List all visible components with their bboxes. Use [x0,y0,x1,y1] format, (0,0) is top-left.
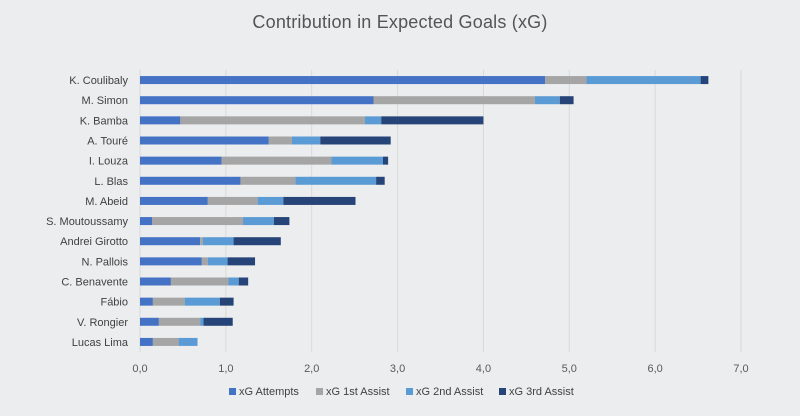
bar-segment [207,196,258,205]
y-category-label: C. Benavente [61,277,128,289]
bar-segment [207,257,228,266]
y-category-label: M. Simon [82,95,128,107]
legend-swatch [499,388,506,395]
bar-segment [140,136,269,145]
y-category-label: M. Abeid [85,196,128,208]
bar-segment [140,237,201,246]
bar-segment [219,297,234,306]
x-tick-label: 2,0 [304,363,319,375]
y-category-label: Fábio [100,297,128,309]
bar-segment [158,317,201,326]
x-tick-label: 6,0 [647,363,662,375]
legend-label: xG Attempts [239,386,299,398]
bar-segment [373,96,535,105]
legend-label: xG 1st Assist [326,386,390,398]
bar-segment [202,237,234,246]
bar-segment [140,156,222,165]
bar-segment [140,176,241,185]
y-category-label: I. Louza [89,156,129,168]
y-category-label: S. Moutoussamy [46,216,128,228]
x-tick-label: 5,0 [562,363,577,375]
bar-segment [180,116,365,125]
bar-segment [257,196,284,205]
y-category-label: A. Touré [87,136,128,148]
bar-segment [140,196,208,205]
y-category-label: V. Rongier [77,317,128,329]
bar-segment [227,257,256,266]
bar-segment [200,317,204,326]
legend-swatch [406,388,413,395]
legend-swatch [229,388,236,395]
bar-segment [364,116,382,125]
x-tick-label: 4,0 [476,363,491,375]
legend-label: xG 3rd Assist [509,386,574,398]
bar-segment [140,116,181,125]
bar-segment [700,76,709,85]
bar-segment [382,156,389,165]
legend-swatch [316,388,323,395]
bar-segment [240,176,296,185]
y-category-label: K. Bamba [80,115,129,127]
bar-segment [152,337,179,346]
x-tick-label: 3,0 [390,363,405,375]
x-tick-label: 0,0 [132,363,147,375]
x-tick-label: 1,0 [218,363,233,375]
bar-segment [295,176,377,185]
bar-segment [140,277,171,286]
bar-segment [331,156,383,165]
bar-segment [221,156,332,165]
x-tick-label: 7,0 [733,363,748,375]
y-category-label: Lucas Lima [72,337,129,349]
bar-segment [184,297,220,306]
bar-segment [320,136,391,145]
bar-segment [545,76,587,85]
bar-segment [203,317,233,326]
bar-segment [178,337,198,346]
bar-segment [200,237,203,246]
bar-segment [140,96,374,105]
bar-segment [291,136,321,145]
bar-segment [140,76,546,85]
bar-segment [381,116,484,125]
bar-segment [376,176,385,185]
chart-title: Contribution in Expected Goals (xG) [252,12,548,32]
bar-segment [201,257,208,266]
y-category-label: Andrei Girotto [60,236,128,248]
bar-segment [170,277,229,286]
bar-segment [559,96,574,105]
bar-segment [586,76,701,85]
bar-segment [140,317,159,326]
bar-segment [243,217,274,226]
bar-segment [140,297,153,306]
bar-segment [152,297,185,306]
bar-segment [228,277,239,286]
bar-segment [152,217,244,226]
bar-segment [273,217,290,226]
bar-segment [534,96,560,105]
bar-segment [140,217,153,226]
bar-segment [238,277,249,286]
bar-segment [268,136,292,145]
bar-segment [233,237,281,246]
bar-segment [140,257,202,266]
y-category-label: L. Blas [94,176,128,188]
y-category-label: K. Coulibaly [69,75,128,87]
legend-label: xG 2nd Assist [416,386,483,398]
bar-segment [140,337,153,346]
y-category-label: N. Pallois [82,256,129,268]
bar-segment [283,196,356,205]
